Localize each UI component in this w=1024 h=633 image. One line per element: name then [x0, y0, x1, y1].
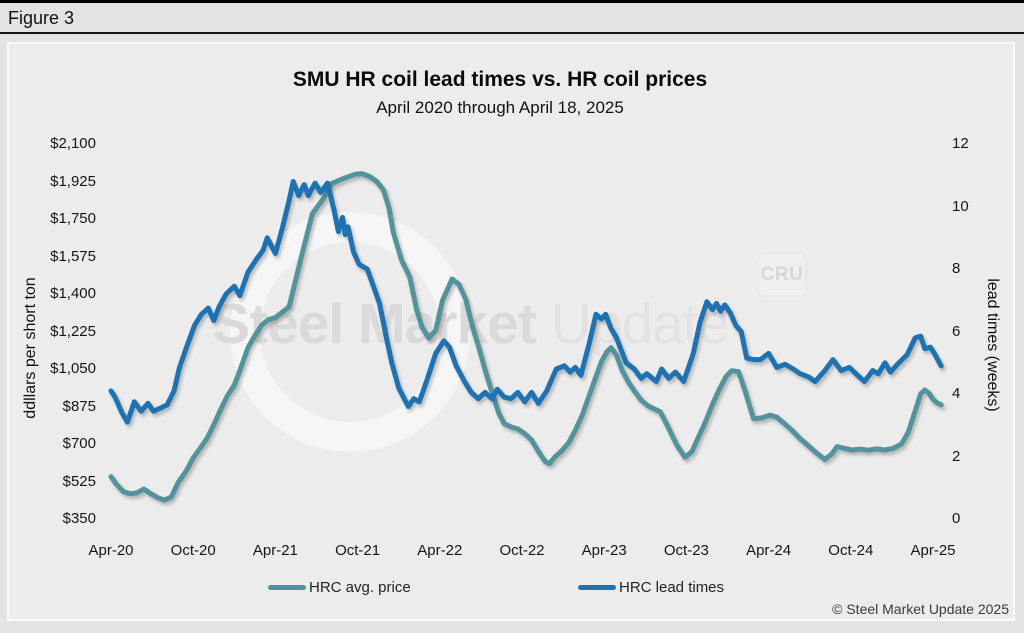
chart-subtitle: April 2020 through April 18, 2025 — [376, 98, 624, 117]
watermark-text: Steel Market Update — [212, 296, 729, 353]
left-axis-tick: $1,225 — [50, 322, 96, 340]
right-axis-tick: 0 — [952, 510, 961, 527]
right-axis-tick: 2 — [952, 447, 961, 465]
x-axis-tick: Oct-23 — [663, 542, 709, 559]
left-axis-tick: $1,750 — [50, 210, 96, 227]
left-axis-tick: $700 — [62, 435, 96, 452]
x-axis-tick: Apr-21 — [252, 542, 298, 559]
figure-underline — [0, 32, 1024, 34]
x-axis-tick: Apr-22 — [417, 542, 463, 559]
x-axis-tick: Oct-24 — [828, 542, 874, 559]
legend-label-price: HRC avg. price — [309, 578, 411, 596]
x-axis-tick: Oct-22 — [499, 542, 545, 559]
x-axis-tick: Apr-24 — [746, 542, 792, 559]
leadtimes-line-swatch — [578, 584, 616, 590]
legend-item-price: HRC avg. price — [268, 577, 411, 597]
right-axis-tick: 12 — [952, 135, 969, 152]
left-axis-tick: $875 — [62, 397, 96, 415]
x-axis-tick: Apr-23 — [581, 542, 627, 559]
right-axis-tick: 6 — [952, 322, 961, 340]
x-axis-tick: Oct-21 — [335, 542, 381, 559]
figure-label: Figure 3 — [8, 8, 75, 28]
watermark-text-light: Update — [535, 292, 730, 356]
legend: HRC avg. price HRC lead times — [0, 577, 1024, 597]
x-axis-tick: Apr-25 — [910, 542, 956, 559]
right-axis-tick: 10 — [952, 197, 969, 215]
watermark-text-bold: Steel Market — [212, 292, 537, 356]
left-axis-tick: $1,050 — [50, 360, 96, 377]
copyright: © Steel Market Update 2025 — [832, 601, 1009, 617]
left-axis-tick: $525 — [62, 472, 96, 490]
top-border-bar — [0, 0, 1024, 3]
legend-item-leadtimes: HRC lead times — [578, 577, 724, 597]
x-axis-tick: Oct-20 — [170, 542, 216, 559]
cru-watermark-badge: CRU — [757, 252, 807, 297]
chart-title: SMU HR coil lead times vs. HR coil price… — [292, 68, 708, 91]
legend-label-leadtimes: HRC lead times — [619, 578, 725, 596]
left-axis-tick: $1,400 — [50, 285, 96, 302]
left-axis-tick: $2,100 — [50, 135, 96, 152]
right-axis-tick: 8 — [952, 260, 961, 277]
price-line-swatch — [268, 584, 306, 590]
left-axis-tick: $1,925 — [50, 172, 96, 190]
right-axis-tick: 4 — [952, 385, 961, 402]
left-axis-tick: $350 — [62, 510, 96, 527]
left-axis-tick: $1,575 — [50, 247, 96, 265]
x-axis-tick: Apr-20 — [88, 542, 134, 559]
